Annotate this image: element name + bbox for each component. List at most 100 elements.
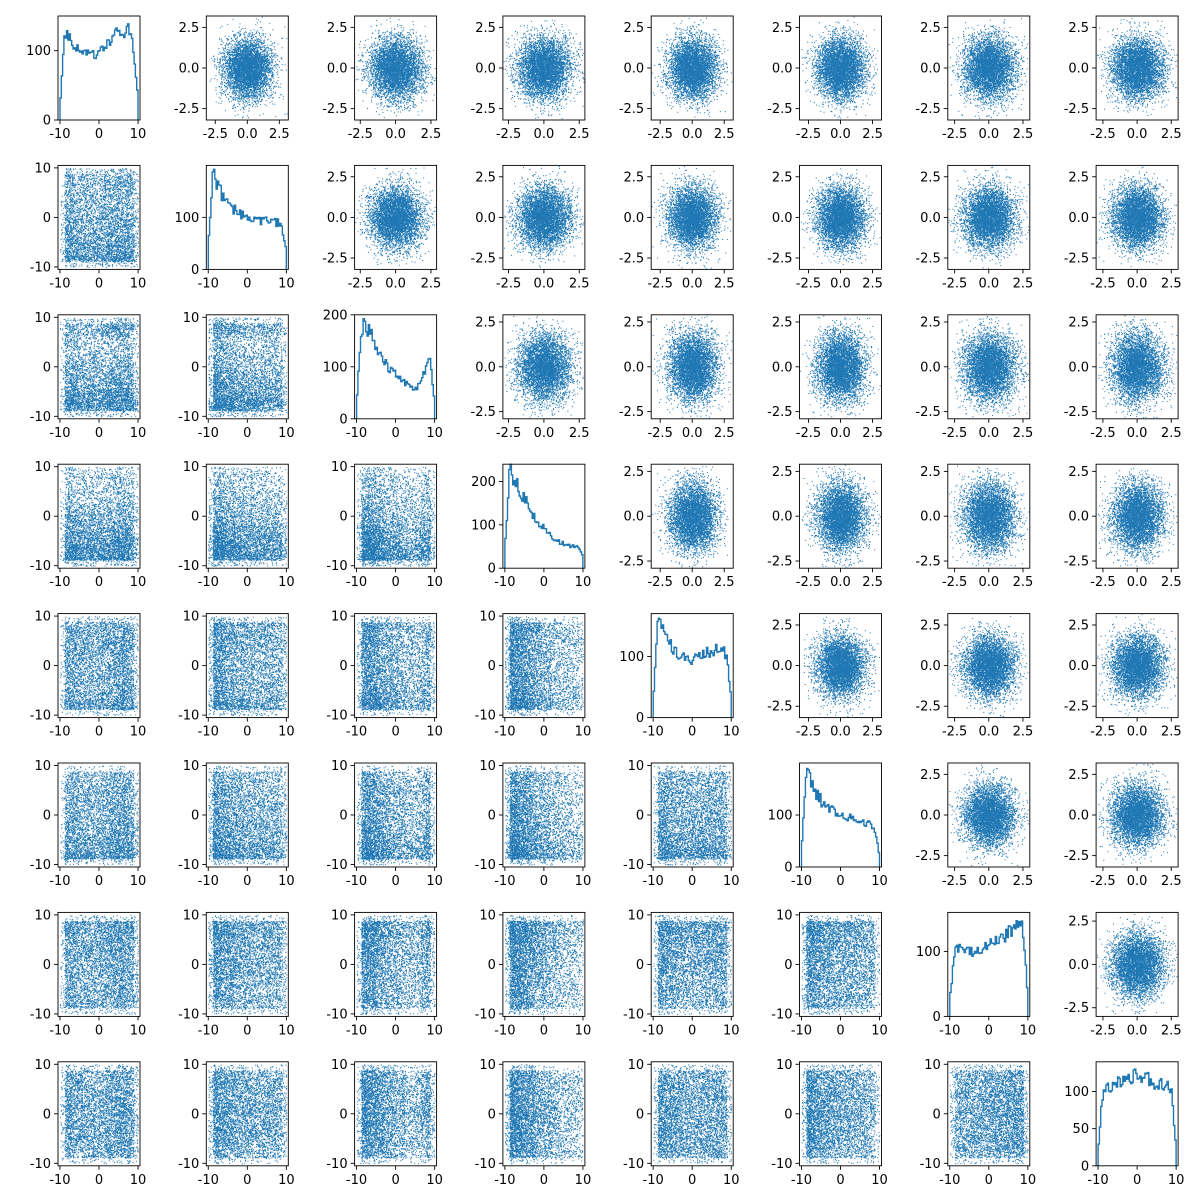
y-tick-label: 10	[628, 759, 645, 774]
x-tick-label: 0	[243, 426, 251, 441]
x-tick-label: 10	[426, 1173, 443, 1188]
subplot-r3-c2: -10 0 10 -10 0 10	[178, 311, 295, 441]
x-tick-label: 10	[1020, 1173, 1037, 1188]
x-tick-label: -2.5	[942, 575, 967, 590]
y-tick-label: -10	[178, 858, 199, 873]
y-tick-label: 0	[636, 711, 644, 726]
scatter-points-r6-c2	[208, 765, 288, 866]
x-tick-label: -10	[346, 575, 367, 590]
y-tick-label: -2.5	[1064, 700, 1089, 715]
x-tick-label: 0	[95, 1173, 103, 1188]
y-tick-label: 0.0	[772, 211, 793, 226]
y-tick-label: 0	[339, 659, 347, 674]
x-tick-label: 0.0	[1127, 575, 1148, 590]
scatter-points-r6-c3	[356, 765, 436, 866]
x-tick-label: -10	[49, 575, 70, 590]
y-tick-label: 0.0	[1068, 360, 1089, 375]
subplot-r3-c5: -2.5 0.0 2.5 -2.5 0.0 2.5	[619, 314, 735, 441]
subplot-r8-c5: -10 0 10 -10 0 10	[623, 1058, 740, 1188]
x-tick-label: 2.5	[1013, 575, 1034, 590]
x-tick-label: 10	[130, 1023, 147, 1038]
y-tick-label: 0	[191, 360, 199, 375]
y-tick-label: 2.5	[920, 21, 941, 36]
subplot-r6-c2: -10 0 10 -10 0 10	[178, 759, 295, 889]
x-tick-label: -2.5	[1090, 276, 1115, 291]
y-tick-label: -2.5	[915, 405, 940, 420]
y-tick-label: -10	[475, 709, 496, 724]
y-tick-label: 10	[183, 1058, 200, 1073]
y-tick-label: -10	[920, 1157, 941, 1172]
scatter-points-r5-c4	[504, 616, 584, 717]
y-tick-label: 10	[776, 908, 793, 923]
subplot-r2-c1: -10 0 10 -10 0 10	[30, 161, 147, 291]
y-tick-label: 0.0	[1068, 958, 1089, 973]
x-tick-label: -10	[494, 874, 515, 889]
histogram-line-var-7	[949, 920, 1029, 1017]
x-tick-label: 10	[575, 725, 592, 740]
y-tick-label: 2.5	[1068, 21, 1089, 36]
x-tick-label: 0	[1133, 1173, 1141, 1188]
scatter-points-r3-c7	[948, 316, 1029, 418]
x-tick-label: 0.0	[978, 276, 999, 291]
y-tick-label: 0	[488, 809, 496, 824]
y-tick-label: 0	[339, 412, 347, 427]
y-tick-label: 10	[479, 610, 496, 625]
y-tick-label: 50	[1073, 1122, 1090, 1137]
subplot-r1-c6: -2.5 0.0 2.5 -2.5 0.0 2.5	[767, 15, 883, 142]
y-tick-label: -10	[623, 1157, 644, 1172]
x-tick-label: 10	[723, 725, 740, 740]
x-tick-label: -10	[49, 1173, 70, 1188]
x-tick-label: -10	[49, 874, 70, 889]
x-tick-label: -2.5	[1090, 725, 1115, 740]
subplot-r3-c7: -2.5 0.0 2.5 -2.5 0.0 2.5	[915, 314, 1033, 441]
x-tick-label: 10	[871, 874, 888, 889]
x-tick-label: 0	[391, 1173, 399, 1188]
x-tick-label: 10	[130, 426, 147, 441]
x-tick-label: 2.5	[421, 276, 442, 291]
x-tick-label: 0.0	[534, 426, 555, 441]
scatter-points-r8-c2	[208, 1064, 288, 1165]
x-tick-label: -10	[791, 1023, 812, 1038]
x-tick-label: 2.5	[1161, 426, 1182, 441]
y-tick-label: 0	[784, 958, 792, 973]
subplot-r4-c7: -2.5 0.0 2.5 -2.5 0.0 2.5	[915, 463, 1034, 590]
subplot-r5-c3: -10 0 10 -10 0 10	[326, 610, 443, 740]
scatter-points-r5-c7	[948, 615, 1029, 717]
x-tick-label: 2.5	[1161, 276, 1182, 291]
x-tick-label: -2.5	[496, 127, 521, 142]
x-tick-label: -10	[198, 874, 219, 889]
y-tick-label: 0.0	[920, 211, 941, 226]
subplot-r2-c8: -2.5 0.0 2.5 -2.5 0.0 2.5	[1064, 164, 1182, 291]
y-tick-label: 100	[916, 945, 941, 960]
y-tick-label: 0	[191, 510, 199, 525]
x-tick-label: 2.5	[1161, 575, 1182, 590]
y-tick-label: -10	[326, 1157, 347, 1172]
x-tick-label: 2.5	[569, 127, 590, 142]
x-tick-label: 0	[95, 426, 103, 441]
x-tick-label: 10	[278, 575, 295, 590]
x-tick-label: -2.5	[348, 127, 373, 142]
y-tick-label: 0	[43, 1107, 51, 1122]
x-tick-label: -10	[643, 1023, 664, 1038]
subplot-r4-c1: -10 0 10 -10 0 10	[30, 460, 147, 590]
y-tick-label: 0.0	[624, 211, 645, 226]
x-tick-label: 10	[278, 426, 295, 441]
x-tick-label: 0.0	[1127, 1023, 1148, 1038]
y-tick-label: 10	[776, 1058, 793, 1073]
y-tick-label: -10	[30, 559, 51, 574]
x-tick-label: -10	[198, 426, 219, 441]
y-tick-label: 10	[331, 1058, 348, 1073]
scatter-points-r6-c5	[653, 765, 733, 866]
y-tick-label: 0.0	[179, 62, 200, 77]
x-tick-label: 0	[391, 1023, 399, 1038]
y-tick-label: -10	[30, 410, 51, 425]
x-tick-label: -10	[346, 1023, 367, 1038]
x-tick-label: 10	[278, 874, 295, 889]
y-tick-label: 0.0	[1068, 659, 1089, 674]
y-tick-label: 100	[471, 518, 496, 533]
scatter-points-r7-c3	[356, 915, 436, 1015]
x-tick-label: 10	[426, 874, 443, 889]
